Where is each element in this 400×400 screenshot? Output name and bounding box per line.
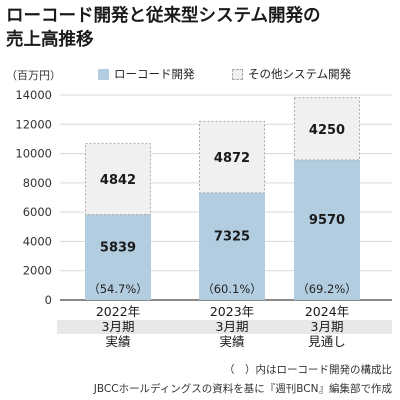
bar-lowcode: [199, 192, 265, 300]
y-tick-label: 12000: [15, 117, 52, 131]
share-label: （60.1%）: [202, 282, 262, 296]
legend-swatch-other: [232, 68, 243, 80]
y-tick-label: 14000: [15, 88, 52, 102]
data-label-lowcode: 5839: [100, 240, 136, 255]
y-tick-label: 4000: [23, 234, 52, 248]
bar-other: [294, 97, 360, 161]
x-category-label: 実績: [219, 334, 244, 349]
footnote-source: JBCCホールディングスの資料を基に『週刊BCN』編集部で作成: [93, 383, 392, 395]
x-category-label: 3月期: [311, 319, 344, 334]
y-tick-label: 6000: [23, 205, 52, 219]
x-category-label: 2022年: [96, 304, 140, 319]
x-category-label: 2024年: [305, 304, 349, 319]
data-label-other: 4872: [214, 151, 250, 166]
chart-title: ローコード開発と従来型システム開発の 売上高推移: [6, 6, 321, 50]
bar-other: [199, 120, 265, 194]
y-tick-label: 2000: [23, 264, 52, 278]
y-tick-label: 8000: [23, 176, 52, 190]
legend-label-lowcode: ローコード開発: [114, 67, 195, 81]
legend-swatch-lowcode: [98, 68, 109, 80]
bar-lowcode: [294, 159, 360, 300]
footnote-share-note: （ ）内はローコード開発の構成比: [224, 364, 392, 376]
x-category-label: 見通し: [308, 334, 346, 349]
bar-lowcode: [85, 214, 151, 300]
x-category-label: 3月期: [216, 319, 249, 334]
legend-item-lowcode: ローコード開発: [98, 66, 195, 82]
data-label-lowcode: 9570: [309, 213, 345, 228]
y-tick-label: 10000: [15, 147, 52, 161]
legend-item-other: その他システム開発: [232, 66, 351, 82]
y-tick-label: 0: [45, 293, 52, 307]
category-band: [57, 320, 392, 334]
x-category-label: 3月期: [102, 319, 135, 334]
share-label: （69.2%）: [297, 282, 357, 296]
share-label: （54.7%）: [88, 282, 148, 296]
data-label-lowcode: 7325: [214, 229, 250, 244]
y-axis-unit-label: （百万円）: [6, 69, 61, 82]
bar-other: [85, 143, 151, 216]
data-label-other: 4842: [100, 173, 136, 188]
data-label-other: 4250: [309, 123, 345, 138]
x-category-label: 2023年: [210, 304, 254, 319]
x-category-label: 実績: [105, 334, 130, 349]
legend-label-other: その他システム開発: [248, 67, 352, 81]
